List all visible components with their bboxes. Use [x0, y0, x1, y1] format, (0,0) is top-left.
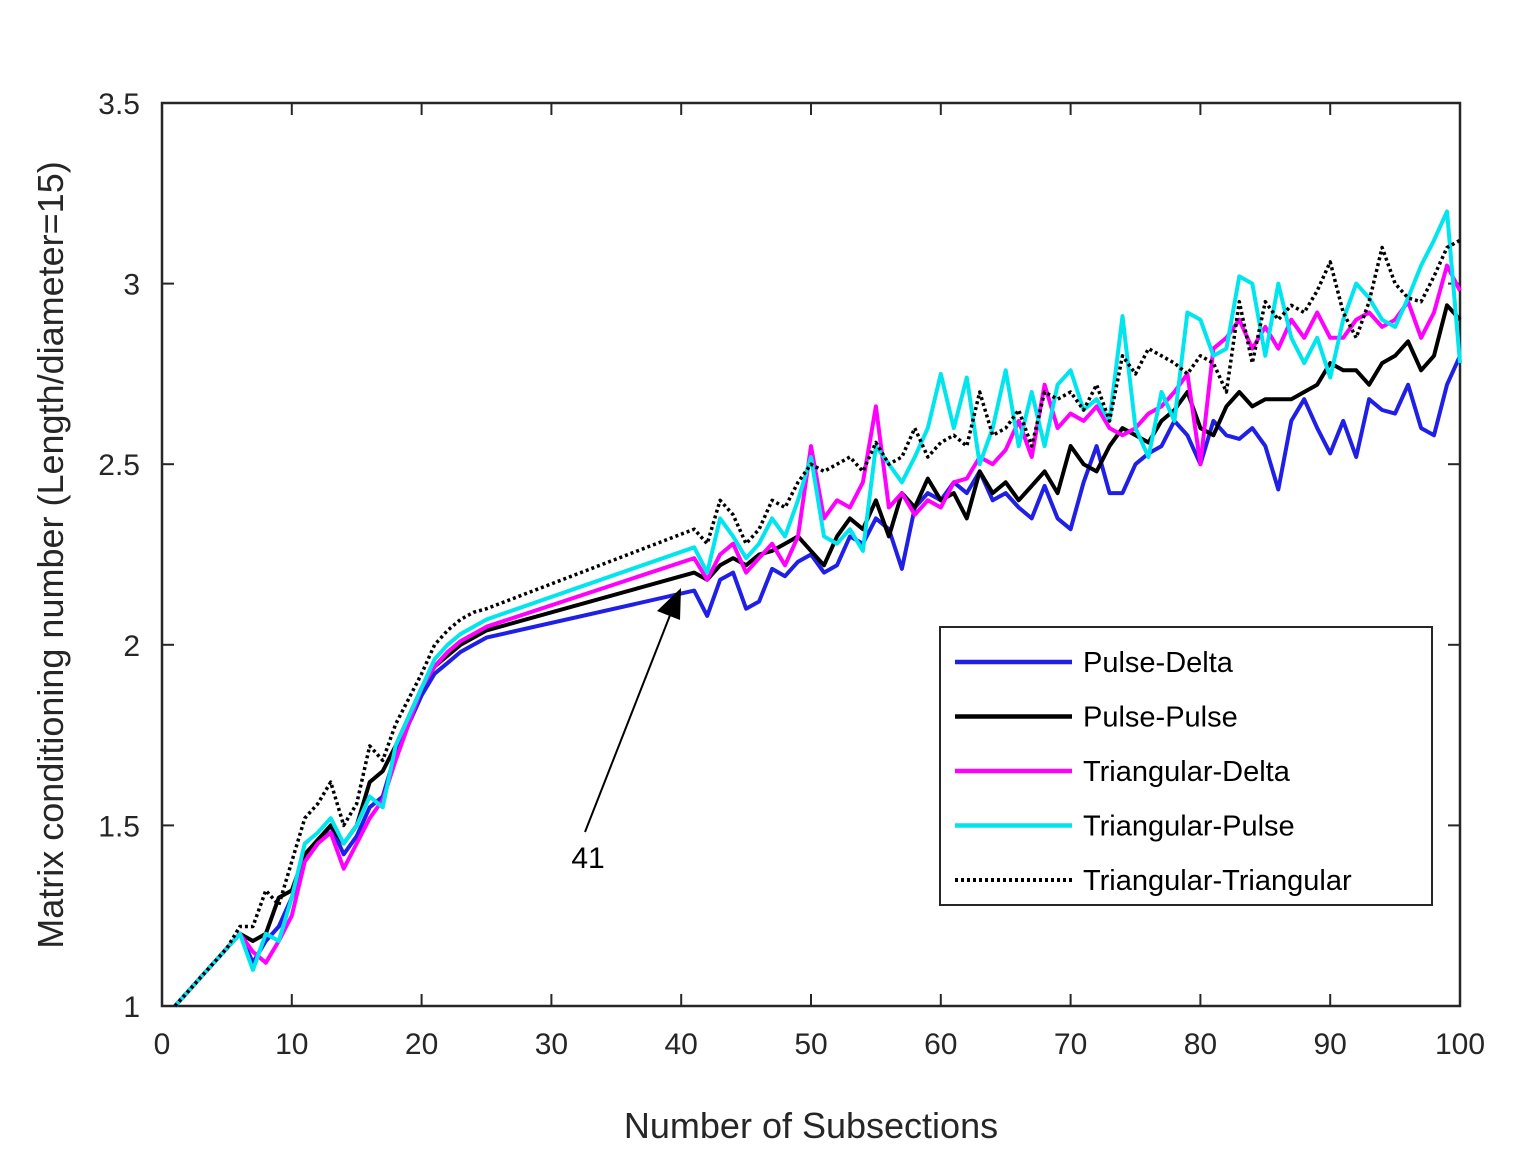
annotation-label: 41	[571, 842, 604, 875]
tick-labels: 0 10 20 30 40 50 60 70 80 90 100 1 1.5 2 2.5 3 3.5	[98, 88, 1485, 1061]
legend-label: Triangular-Delta	[1083, 756, 1291, 788]
x-tick-label: 50	[794, 1028, 827, 1061]
series-line-triangular-triangular	[173, 238, 1461, 1008]
y-tick-label: 2	[123, 630, 140, 663]
axis-ticks	[161, 102, 1461, 1007]
series-line-triangular-delta	[173, 263, 1462, 1008]
x-tick-label: 70	[1054, 1028, 1087, 1061]
y-axis-label: Matrix conditioning number (Length/diame…	[30, 161, 71, 948]
y-tick-label: 3.5	[98, 88, 140, 121]
x-tick-label: 90	[1314, 1028, 1347, 1061]
y-tick-label: 1.5	[98, 810, 140, 843]
x-tick-label: 80	[1184, 1028, 1217, 1061]
legend-box	[939, 626, 1433, 906]
x-tick-label: 100	[1435, 1028, 1485, 1061]
x-tick-label: 40	[665, 1028, 698, 1061]
y-tick-label: 2.5	[98, 449, 140, 482]
legend-label: Pulse-Delta	[1083, 647, 1234, 679]
y-tick-label: 1	[123, 991, 140, 1024]
legend: Pulse-Delta Pulse-Pulse Triangular-Delta Tr…	[939, 626, 1433, 906]
annotation: 41	[571, 588, 681, 875]
legend-label: Triangular-Pulse	[1083, 811, 1295, 843]
x-tick-label: 30	[535, 1028, 568, 1061]
annotation-arrowhead	[657, 588, 681, 620]
legend-label: Triangular-Triangular	[1083, 865, 1352, 897]
x-tick-label: 0	[154, 1028, 171, 1061]
x-tick-label: 20	[405, 1028, 438, 1061]
x-tick-label: 60	[924, 1028, 957, 1061]
annotation-arrow-shaft	[584, 599, 677, 833]
x-axis-label: Number of Subsections	[624, 1105, 998, 1146]
legend-label: Pulse-Pulse	[1083, 702, 1238, 734]
series-lines	[173, 209, 1462, 1008]
series-line-triangular-pulse	[173, 209, 1462, 1008]
x-tick-label: 10	[275, 1028, 308, 1061]
y-tick-label: 3	[123, 269, 140, 302]
legend-items: Pulse-Delta Pulse-Pulse Triangular-Delta Tr…	[955, 647, 1352, 897]
